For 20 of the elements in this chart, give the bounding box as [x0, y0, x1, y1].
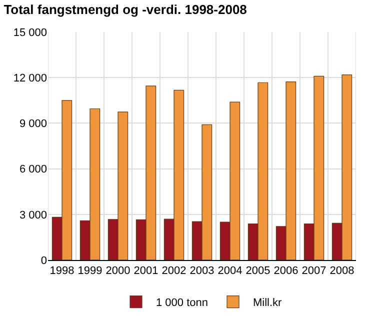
chart-title: Total fangstmengd og -verdi. 1998-2008 — [4, 2, 247, 18]
x-tick-label: 1998 — [50, 265, 74, 278]
x-tick-label: 2007 — [302, 265, 326, 278]
legend-label: Mill.kr — [253, 297, 282, 310]
x-tick-label: 2000 — [106, 265, 130, 278]
x-tick-label: 2001 — [134, 265, 158, 278]
x-tick-label: 1999 — [78, 265, 102, 278]
x-tick-label: 2002 — [162, 265, 186, 278]
y-tick-label: 6 000 — [19, 164, 47, 176]
x-tick-label: 2003 — [190, 265, 214, 278]
x-tick-label: 2004 — [218, 265, 242, 278]
y-tick-label: 12 000 — [13, 72, 47, 84]
y-tick-label: 9 000 — [19, 118, 47, 130]
y-tick-label: 0 — [40, 254, 47, 267]
legend-label: 1 000 tonn — [156, 297, 208, 310]
x-tick-label: 2008 — [330, 265, 354, 278]
x-tick-label: 2006 — [274, 265, 298, 278]
y-tick-label: 3 000 — [19, 209, 47, 222]
x-tick-label: 2005 — [246, 265, 270, 278]
y-tick-label: 15 000 — [13, 26, 47, 39]
